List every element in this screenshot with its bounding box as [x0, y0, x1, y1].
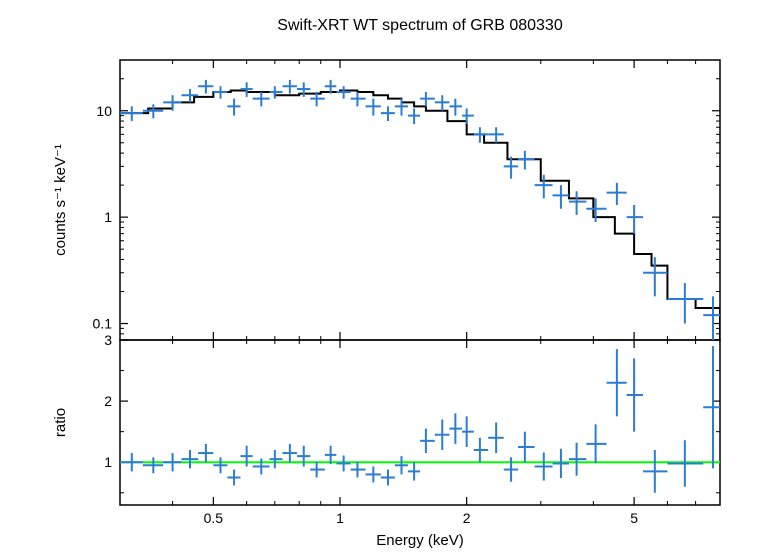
svg-text:5: 5	[630, 510, 638, 526]
svg-text:1: 1	[104, 209, 112, 225]
svg-text:1: 1	[336, 510, 344, 526]
chart-title: Swift-XRT WT spectrum of GRB 080330	[277, 17, 563, 34]
spectrum-chart: Swift-XRT WT spectrum of GRB 080330 0.5 1 2…	[0, 0, 758, 556]
svg-text:10: 10	[96, 103, 112, 119]
svg-text:1: 1	[104, 454, 112, 470]
svg-text:0.1: 0.1	[93, 316, 113, 332]
svg-text:0.5: 0.5	[204, 510, 224, 526]
svg-text:2: 2	[104, 393, 112, 409]
svg-text:2: 2	[463, 510, 471, 526]
x-axis-label: Energy (keV)	[376, 532, 464, 549]
svg-text:3: 3	[104, 332, 112, 348]
chart-svg: Swift-XRT WT spectrum of GRB 080330 0.5 1 2…	[0, 0, 758, 556]
y-axis-label-bottom: ratio	[52, 408, 69, 437]
y-axis-label-top: counts s⁻¹ keV⁻¹	[52, 144, 69, 256]
